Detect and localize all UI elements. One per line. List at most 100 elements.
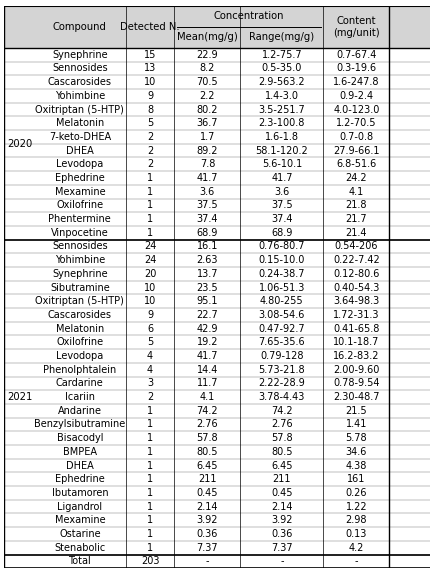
Text: Cascarosides: Cascarosides: [48, 310, 112, 320]
Text: 74.2: 74.2: [197, 406, 218, 416]
Text: 8: 8: [147, 104, 153, 115]
Text: Levodopa: Levodopa: [56, 351, 103, 361]
Text: 9: 9: [147, 310, 153, 320]
Text: 7.8: 7.8: [200, 160, 215, 169]
Text: 0.54-206: 0.54-206: [335, 242, 378, 251]
Text: Mexamine: Mexamine: [55, 187, 105, 197]
Text: Benzylsibutramine: Benzylsibutramine: [34, 420, 125, 429]
Text: 1: 1: [147, 420, 153, 429]
Text: 19.2: 19.2: [197, 338, 218, 347]
Text: -: -: [206, 556, 209, 567]
Text: 16.2-83.2: 16.2-83.2: [333, 351, 380, 361]
Text: 1: 1: [147, 502, 153, 511]
Text: 2.76: 2.76: [271, 420, 293, 429]
Text: -: -: [355, 556, 358, 567]
Text: 211: 211: [273, 474, 291, 484]
Text: Ephedrine: Ephedrine: [55, 173, 105, 183]
Text: 41.7: 41.7: [271, 173, 293, 183]
Text: 4.1: 4.1: [349, 187, 364, 197]
Text: 80.5: 80.5: [271, 447, 293, 457]
Text: Synephrine: Synephrine: [52, 50, 108, 60]
Text: 80.5: 80.5: [197, 447, 218, 457]
Text: 13: 13: [144, 64, 156, 73]
Text: 1.6-1.8: 1.6-1.8: [265, 132, 299, 142]
Bar: [4, 6, 430, 27]
Text: 10: 10: [144, 282, 156, 293]
Text: 2.3-100.8: 2.3-100.8: [259, 118, 305, 128]
Text: 4.80-255: 4.80-255: [260, 296, 304, 307]
Text: 0.9-2.4: 0.9-2.4: [339, 91, 373, 101]
Text: 2.76: 2.76: [197, 420, 218, 429]
Text: Phentermine: Phentermine: [49, 214, 111, 224]
Text: 10.1-18.7: 10.1-18.7: [333, 338, 379, 347]
Text: Yohimbine: Yohimbine: [55, 91, 105, 101]
Text: Detected N.: Detected N.: [120, 22, 180, 32]
Text: 2: 2: [147, 392, 153, 402]
Text: 37.5: 37.5: [197, 200, 218, 211]
Text: 1: 1: [147, 187, 153, 197]
Text: 0.26: 0.26: [345, 488, 367, 498]
Text: 3.6: 3.6: [274, 187, 289, 197]
Text: 2: 2: [147, 132, 153, 142]
Text: 1.7: 1.7: [200, 132, 215, 142]
Text: 1: 1: [147, 488, 153, 498]
Text: Bisacodyl: Bisacodyl: [56, 433, 103, 443]
Text: Ephedrine: Ephedrine: [55, 474, 105, 484]
Text: 15: 15: [144, 50, 156, 60]
Text: 2.2: 2.2: [200, 91, 215, 101]
Text: 68.9: 68.9: [271, 228, 293, 238]
Text: 3: 3: [147, 378, 153, 389]
Text: 37.5: 37.5: [271, 200, 293, 211]
Text: 0.3-19.6: 0.3-19.6: [336, 64, 376, 73]
Text: 1: 1: [147, 228, 153, 238]
Text: Sibutramine: Sibutramine: [50, 282, 110, 293]
Text: 57.8: 57.8: [271, 433, 293, 443]
Text: 23.5: 23.5: [197, 282, 218, 293]
Text: 0.15-10.0: 0.15-10.0: [259, 255, 305, 265]
Text: 21.8: 21.8: [345, 200, 367, 211]
Text: 22.9: 22.9: [197, 50, 218, 60]
Text: Stenabolic: Stenabolic: [54, 543, 105, 553]
Text: 0.40-54.3: 0.40-54.3: [333, 282, 379, 293]
Text: 0.78-9.54: 0.78-9.54: [333, 378, 380, 389]
Text: Melatonin: Melatonin: [56, 118, 104, 128]
Text: 8.2: 8.2: [200, 64, 215, 73]
Text: 37.4: 37.4: [197, 214, 218, 224]
Text: 5.73-21.8: 5.73-21.8: [259, 364, 305, 375]
Text: 89.2: 89.2: [197, 146, 218, 156]
Text: 0.76-80.7: 0.76-80.7: [259, 242, 305, 251]
Text: 11.7: 11.7: [197, 378, 218, 389]
Text: Cardarine: Cardarine: [56, 378, 104, 389]
Text: 4: 4: [147, 351, 153, 361]
Text: 9: 9: [147, 91, 153, 101]
Text: 2.14: 2.14: [271, 502, 293, 511]
Text: 1: 1: [147, 200, 153, 211]
Text: 4.2: 4.2: [349, 543, 364, 553]
Text: 13.7: 13.7: [197, 269, 218, 279]
Text: 7-keto-DHEA: 7-keto-DHEA: [49, 132, 111, 142]
Text: 1: 1: [147, 529, 153, 539]
Text: Compound: Compound: [53, 22, 107, 32]
Text: 1: 1: [147, 515, 153, 525]
Text: 0.79-128: 0.79-128: [260, 351, 304, 361]
Text: Ligandrol: Ligandrol: [57, 502, 102, 511]
Text: 161: 161: [347, 474, 365, 484]
Text: 1.06-51.3: 1.06-51.3: [259, 282, 305, 293]
Text: Mexamine: Mexamine: [55, 515, 105, 525]
Text: 6.45: 6.45: [197, 460, 218, 471]
Text: 2.14: 2.14: [197, 502, 218, 511]
Text: 5.6-10.1: 5.6-10.1: [262, 160, 302, 169]
Text: Total: Total: [69, 556, 91, 567]
Text: Andarine: Andarine: [58, 406, 102, 416]
Text: DHEA: DHEA: [66, 460, 94, 471]
Text: Oxitriptan (5-HTP): Oxitriptan (5-HTP): [36, 104, 124, 115]
Text: 0.12-80.6: 0.12-80.6: [333, 269, 379, 279]
Text: 0.7-67.4: 0.7-67.4: [336, 50, 376, 60]
Text: 6.45: 6.45: [271, 460, 293, 471]
Text: 21.7: 21.7: [345, 214, 367, 224]
Text: Ibutamoren: Ibutamoren: [52, 488, 108, 498]
Text: 34.6: 34.6: [345, 447, 367, 457]
Text: Synephrine: Synephrine: [52, 269, 108, 279]
Text: 42.9: 42.9: [197, 324, 218, 333]
Text: 1: 1: [147, 543, 153, 553]
